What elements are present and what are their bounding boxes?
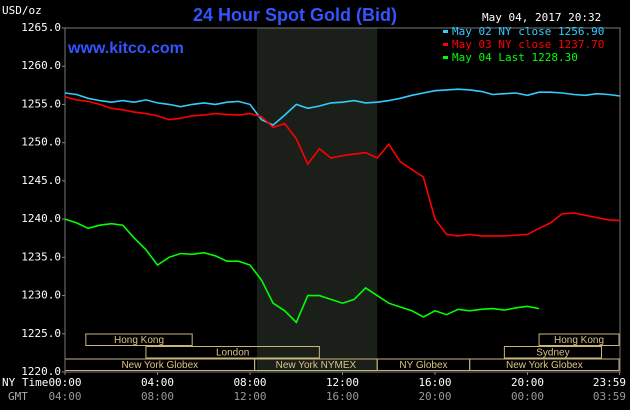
session-label: Hong Kong: [554, 335, 604, 346]
legend-label: May 04 Last 1228.30: [452, 51, 578, 64]
y-tick-label: 1235.0: [21, 250, 61, 263]
y-tick-label: 1230.0: [21, 289, 61, 302]
y-tick-label: 1255.0: [21, 97, 61, 110]
x-tick-label: 16:00: [418, 376, 451, 389]
plot-frame: [64, 27, 621, 373]
session-label: New York Globex: [506, 360, 583, 371]
y-tick-label: 1250.0: [21, 136, 61, 149]
x-axis-label: NY Time: [2, 376, 48, 389]
legend-label: May 03 NY close 1237.70: [452, 38, 604, 51]
legend-label: May 02 NY close 1256.90: [452, 25, 604, 38]
session-label: New York NYMEX: [276, 360, 357, 371]
x-tick-label: 00:00: [48, 376, 81, 389]
x-tick-label: 12:00: [326, 376, 359, 389]
x2-tick-label: 03:59: [593, 390, 626, 403]
chart-title: 24 Hour Spot Gold (Bid): [193, 5, 397, 25]
y-tick-label: 1220.0: [21, 365, 61, 378]
session-label: NY Globex: [399, 360, 447, 371]
session-box: [469, 358, 620, 371]
legend-swatch: [443, 30, 448, 33]
session-label: London: [216, 348, 249, 359]
watermark: www.kitco.com: [67, 40, 184, 57]
series-line: [64, 88, 621, 127]
x-tick-label: 23:59: [593, 376, 626, 389]
session-box: [538, 333, 620, 346]
session-box: [85, 333, 193, 346]
legend-swatch: [443, 43, 448, 46]
y-tick-label: 1245.0: [21, 174, 61, 187]
legend-swatch: [443, 56, 448, 59]
x-tick-label: 20:00: [511, 376, 544, 389]
y-tick-label: 1240.0: [21, 212, 61, 225]
x2-tick-label: 04:00: [48, 390, 81, 403]
session-label: Sydney: [536, 348, 569, 359]
x-tick-label: 08:00: [233, 376, 266, 389]
x2-tick-label: 08:00: [141, 390, 174, 403]
x2-axis-label: GMT: [8, 390, 28, 403]
x2-tick-label: 20:00: [418, 390, 451, 403]
x2-tick-label: 16:00: [326, 390, 359, 403]
series-line: [64, 96, 621, 237]
series-line: [64, 218, 540, 324]
y-tick-label: 1265.0: [21, 21, 61, 34]
y-unit: USD/oz: [2, 4, 42, 17]
highlight-band: [256, 28, 378, 372]
y-tick-label: 1260.0: [21, 59, 61, 72]
timestamp: May 04, 2017 20:32: [482, 11, 601, 24]
session-label: New York Globex: [121, 360, 198, 371]
session-box: [503, 346, 602, 359]
x-tick-label: 04:00: [141, 376, 174, 389]
x2-tick-label: 12:00: [233, 390, 266, 403]
session-box: [145, 346, 320, 359]
session-label: Hong Kong: [114, 335, 164, 346]
y-tick-label: 1225.0: [21, 327, 61, 340]
x2-tick-label: 00:00: [511, 390, 544, 403]
